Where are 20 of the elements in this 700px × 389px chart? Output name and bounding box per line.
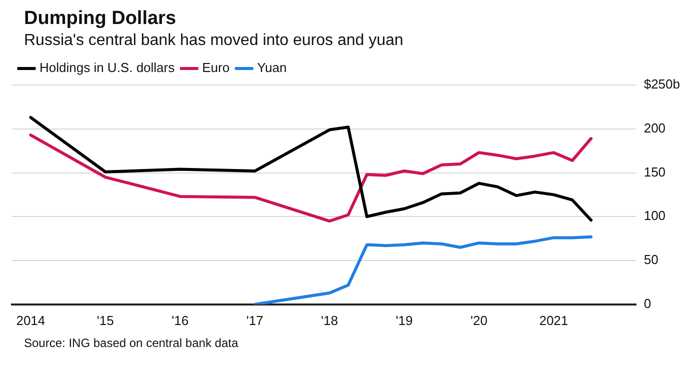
legend-label: Holdings in U.S. dollars xyxy=(40,60,176,76)
legend-label: Euro xyxy=(202,60,230,76)
x-tick-label: '17 xyxy=(246,312,264,328)
chart-title: Dumping Dollars xyxy=(24,8,178,30)
x-tick-label: '18 xyxy=(321,312,338,328)
chart-subtitle: Russia's central bank has moved into euros and yuan xyxy=(24,32,404,50)
x-tick-label: '19 xyxy=(396,312,413,328)
x-tick-label: '16 xyxy=(172,312,189,328)
source-note: Source: ING based on central bank data xyxy=(24,336,240,350)
y-tick-label: 50 xyxy=(644,252,658,268)
y-tick-label: 200 xyxy=(644,120,666,136)
x-tick-label: 2021 xyxy=(539,312,568,328)
x-tick-label: '15 xyxy=(96,312,114,328)
x-tick-label: '20 xyxy=(470,312,488,328)
x-tick-label: 2014 xyxy=(16,312,46,328)
y-tick-label: 100 xyxy=(644,208,666,224)
y-tick-label: 150 xyxy=(644,164,666,180)
y-tick-label: $250b xyxy=(644,76,680,92)
y-tick-label: 0 xyxy=(644,296,652,311)
legend-label: Yuan xyxy=(257,60,287,76)
